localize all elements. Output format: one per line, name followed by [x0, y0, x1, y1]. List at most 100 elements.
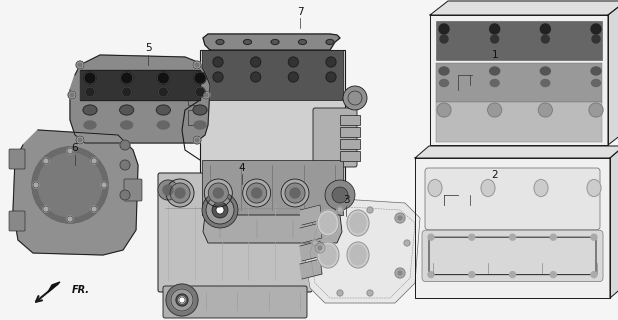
Polygon shape: [340, 139, 360, 149]
Ellipse shape: [84, 121, 96, 129]
Circle shape: [193, 136, 201, 144]
Circle shape: [252, 188, 261, 198]
Ellipse shape: [194, 121, 206, 129]
FancyBboxPatch shape: [124, 179, 142, 201]
Circle shape: [170, 183, 190, 203]
Ellipse shape: [540, 67, 551, 75]
Polygon shape: [415, 158, 610, 298]
FancyBboxPatch shape: [163, 286, 307, 318]
Text: 5: 5: [145, 43, 151, 53]
Polygon shape: [608, 1, 618, 145]
Circle shape: [337, 290, 343, 296]
Circle shape: [509, 234, 515, 240]
Circle shape: [318, 246, 322, 250]
Circle shape: [67, 148, 73, 154]
Ellipse shape: [216, 39, 224, 44]
Ellipse shape: [326, 39, 334, 44]
Polygon shape: [430, 1, 618, 15]
Circle shape: [206, 196, 234, 224]
Ellipse shape: [490, 79, 499, 86]
Polygon shape: [340, 127, 360, 137]
Circle shape: [76, 136, 84, 144]
Bar: [436, 102, 602, 142]
Circle shape: [91, 206, 97, 212]
Circle shape: [54, 169, 86, 201]
Ellipse shape: [156, 105, 171, 115]
Circle shape: [202, 91, 210, 99]
Ellipse shape: [481, 180, 495, 196]
FancyBboxPatch shape: [158, 173, 312, 292]
Circle shape: [195, 138, 199, 142]
Polygon shape: [70, 55, 210, 143]
Text: 6: 6: [72, 143, 78, 153]
Polygon shape: [203, 215, 342, 243]
Ellipse shape: [347, 242, 369, 268]
Circle shape: [166, 284, 198, 316]
Ellipse shape: [591, 67, 601, 75]
Circle shape: [491, 35, 499, 43]
Circle shape: [251, 72, 261, 82]
Circle shape: [550, 234, 556, 240]
Circle shape: [62, 177, 78, 193]
FancyBboxPatch shape: [425, 168, 600, 230]
Polygon shape: [340, 115, 360, 125]
Ellipse shape: [320, 245, 336, 265]
Circle shape: [158, 87, 168, 97]
Circle shape: [289, 57, 298, 67]
Circle shape: [120, 160, 130, 170]
Circle shape: [550, 272, 556, 277]
Ellipse shape: [587, 180, 601, 196]
Circle shape: [120, 190, 130, 200]
Circle shape: [468, 272, 475, 277]
Ellipse shape: [350, 213, 366, 233]
Circle shape: [212, 202, 228, 218]
FancyBboxPatch shape: [422, 230, 603, 282]
Circle shape: [591, 234, 597, 240]
Circle shape: [216, 206, 224, 214]
Circle shape: [285, 183, 305, 203]
Circle shape: [290, 188, 300, 198]
Circle shape: [176, 294, 188, 306]
Circle shape: [38, 153, 102, 217]
Circle shape: [367, 290, 373, 296]
Circle shape: [315, 243, 325, 253]
Circle shape: [428, 234, 434, 240]
Circle shape: [195, 63, 199, 67]
Polygon shape: [203, 34, 340, 50]
Circle shape: [67, 216, 73, 222]
Ellipse shape: [83, 105, 97, 115]
Ellipse shape: [120, 105, 133, 115]
FancyBboxPatch shape: [9, 149, 25, 169]
Circle shape: [213, 72, 223, 82]
Circle shape: [398, 271, 402, 275]
Circle shape: [78, 138, 82, 142]
Ellipse shape: [428, 180, 442, 196]
Circle shape: [591, 272, 597, 277]
Circle shape: [195, 87, 205, 97]
Ellipse shape: [541, 79, 550, 86]
Circle shape: [337, 207, 343, 213]
Circle shape: [208, 183, 228, 203]
Polygon shape: [610, 146, 618, 298]
Ellipse shape: [439, 67, 449, 75]
Ellipse shape: [350, 245, 366, 265]
Circle shape: [440, 35, 448, 43]
Circle shape: [509, 272, 515, 277]
Circle shape: [122, 87, 132, 97]
Circle shape: [205, 179, 232, 207]
Circle shape: [251, 57, 261, 67]
Circle shape: [589, 103, 603, 117]
Circle shape: [468, 234, 475, 240]
Circle shape: [163, 185, 173, 195]
Circle shape: [175, 188, 185, 198]
Ellipse shape: [271, 39, 279, 44]
FancyBboxPatch shape: [9, 211, 25, 231]
Ellipse shape: [243, 39, 252, 44]
Circle shape: [326, 57, 336, 67]
Circle shape: [395, 213, 405, 223]
Text: 7: 7: [297, 7, 303, 17]
Bar: [436, 21, 602, 60]
Polygon shape: [300, 241, 322, 261]
Bar: [202, 160, 343, 215]
Ellipse shape: [317, 210, 339, 236]
